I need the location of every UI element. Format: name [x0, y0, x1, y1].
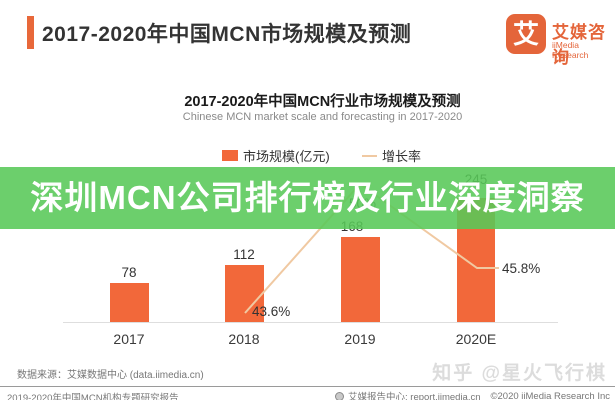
iimedia-logo: 艾 艾媒咨询 iiMedia Research	[506, 13, 611, 67]
iimedia-logo-name-cn: 艾媒咨询	[552, 23, 606, 67]
bar-value-2018: 112	[233, 247, 255, 262]
legend-label-market-scale: 市场规模(亿元)	[243, 149, 330, 164]
bar-2017	[110, 283, 149, 322]
report-name: 2019-2020年中国MCN机构专题研究报告	[7, 393, 179, 400]
footer-right: 艾媒报告中心: report.iimedia.cn ©2020 iiMedia …	[335, 389, 610, 400]
x-label-2019: 2019	[344, 331, 376, 347]
bar-2019	[341, 237, 380, 322]
overlay-banner: 深圳MCN公司排行榜及行业深度洞察	[0, 167, 615, 229]
x-axis-line	[63, 322, 558, 323]
growth-label-2020e: 45.8%	[502, 261, 541, 276]
iimedia-logo-mark-icon: 艾	[506, 14, 546, 54]
iimedia-report-center-icon	[335, 391, 344, 400]
x-label-2017: 2017	[113, 331, 145, 347]
copyright-text: ©2020 iiMedia Research Inc	[490, 390, 610, 400]
title-accent-bar	[27, 16, 34, 49]
bar-value-2017: 78	[121, 265, 137, 280]
legend-bar-swatch-icon	[222, 150, 238, 161]
iimedia-logo-name-en: iiMedia Research	[552, 40, 589, 60]
legend-label-growth-rate: 增长率	[382, 149, 422, 164]
x-label-2020e: 2020E	[455, 331, 497, 347]
chart-subtitle: Chinese MCN market scale and forecasting…	[182, 111, 463, 123]
zhihu-watermark: 知乎 @星火飞行棋	[432, 363, 607, 384]
growth-label-2018: 43.6%	[252, 304, 291, 319]
report-center-url: 艾媒报告中心: report.iimedia.cn	[348, 392, 481, 400]
data-source-note: 数据来源：艾媒数据中心 (data.iimedia.cn)	[17, 370, 204, 381]
legend-line-swatch-icon	[362, 155, 377, 157]
chart-title: 2017-2020年中国MCN行业市场规模及预测	[184, 94, 461, 110]
footer-divider	[0, 386, 615, 387]
x-label-2018: 2018	[228, 331, 260, 347]
overlay-banner-title: 深圳MCN公司排行榜及行业深度洞察	[30, 179, 585, 216]
page-title: 2017-2020年中国MCN市场规模及预测	[42, 23, 412, 46]
